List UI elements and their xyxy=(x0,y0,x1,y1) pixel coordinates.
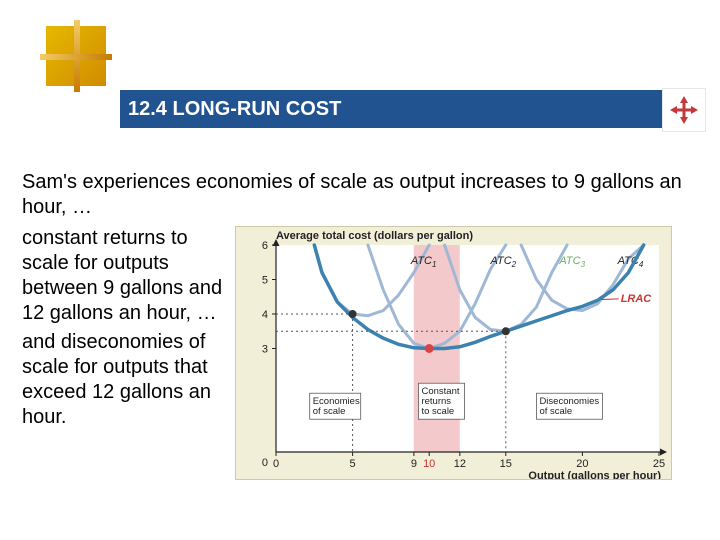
svg-text:3: 3 xyxy=(262,344,268,356)
svg-text:4: 4 xyxy=(262,309,268,321)
svg-text:15: 15 xyxy=(500,458,512,470)
slide-body: Sam's experiences economies of scale as … xyxy=(22,170,698,480)
svg-text:10: 10 xyxy=(423,458,435,470)
intro-text: Sam's experiences economies of scale as … xyxy=(22,170,698,220)
svg-text:5: 5 xyxy=(350,458,356,470)
paragraph-diseconomies: and diseconomies of scale for outputs th… xyxy=(22,330,227,430)
lrac-chart: Average total cost (dollars per gallon) 3… xyxy=(235,226,672,480)
svg-text:0: 0 xyxy=(273,458,279,470)
svg-text:6: 6 xyxy=(262,240,268,252)
svg-text:0: 0 xyxy=(262,457,268,469)
svg-text:of scale: of scale xyxy=(313,406,346,417)
svg-text:to scale: to scale xyxy=(421,406,454,417)
title-bar: 12.4 LONG-RUN COST xyxy=(120,90,670,128)
svg-text:25: 25 xyxy=(653,458,665,470)
svg-text:Output (gallons per hour): Output (gallons per hour) xyxy=(528,470,661,479)
svg-text:9: 9 xyxy=(411,458,417,470)
chart-svg: Average total cost (dollars per gallon) 3… xyxy=(236,227,671,479)
svg-text:LRAC: LRAC xyxy=(621,293,653,305)
svg-text:12: 12 xyxy=(454,458,466,470)
svg-text:Average total cost (dollars pe: Average total cost (dollars per gallon) xyxy=(276,230,473,242)
svg-text:5: 5 xyxy=(262,275,268,287)
paragraph-constant-returns: constant returns to scale for outputs be… xyxy=(22,226,227,326)
slide-logo xyxy=(40,20,112,92)
move-slide-icon[interactable] xyxy=(662,88,706,132)
left-text-column: constant returns to scale for outputs be… xyxy=(22,226,235,480)
logo-cross-h xyxy=(40,54,112,60)
title-text: 12.4 LONG-RUN COST xyxy=(120,98,341,121)
svg-text:20: 20 xyxy=(576,458,588,470)
svg-text:of scale: of scale xyxy=(539,406,572,417)
